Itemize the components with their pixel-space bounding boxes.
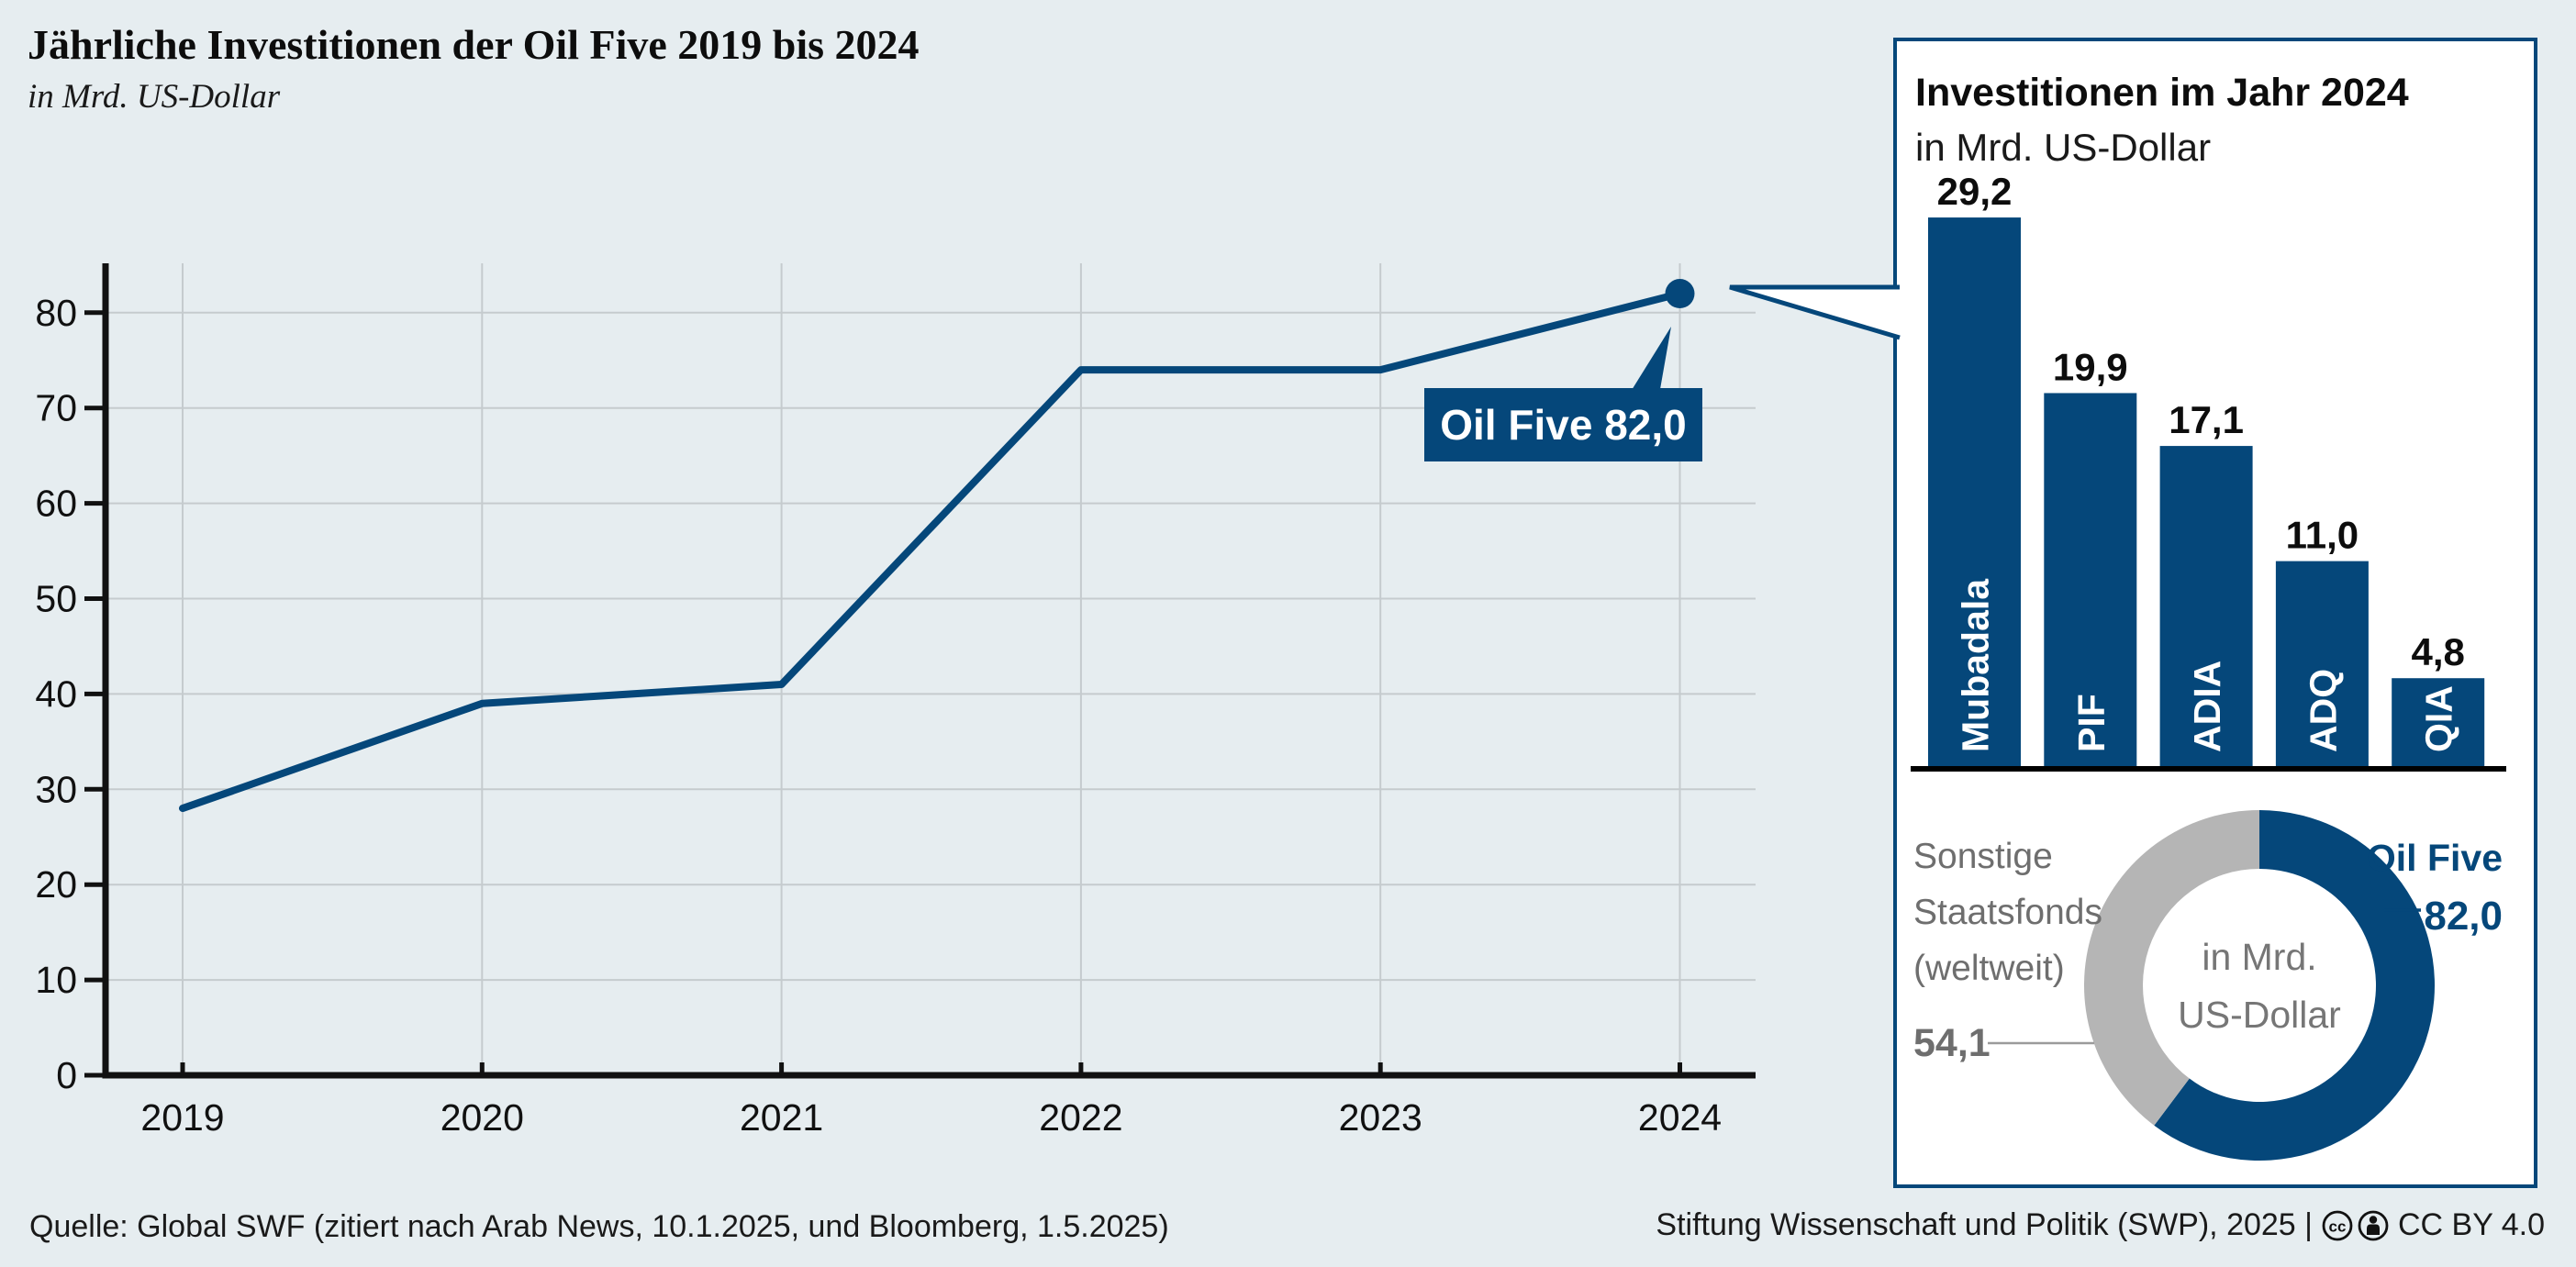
bar [2044,393,2137,769]
page-title: Jährliche Investitionen der Oil Five 201… [28,21,920,68]
donut-other-label-line1: Sonstige [1913,837,2053,876]
bar-value-label: 19,9 [2053,345,2128,388]
bar [2275,561,2369,769]
donut-other-label-line2: Staatsfonds [1913,893,2102,932]
annotation-tail [1629,327,1671,395]
y-tick-label: 50 [35,578,77,620]
y-tick-label: 10 [35,959,77,1001]
donut-main-value: 82,0 [2424,894,2503,939]
donut-other-label: Sonstige Staatsfonds (weltweit) [1913,828,2102,996]
bar-value-label: 4,8 [2412,630,2465,673]
y-tick-label: 40 [35,672,77,715]
donut-slice-other [2084,810,2259,1126]
detail-panel-2024: 29,2 Mubadala 19,9 PIF 17,1 ADIA 11,0 ADQ 4,8 QIA… [1893,38,2537,1188]
bar-category-label: ADQ [2302,669,2344,752]
x-tick-label: 2023 [1339,1096,1422,1139]
bar-value-label: 29,2 [1937,170,2013,213]
cc-icon: cc [2322,1210,2353,1240]
license-text: CC BY 4.0 [2397,1207,2545,1242]
y-tick-label: 60 [35,483,77,525]
panel-subtitle: in Mrd. US-Dollar [1915,126,2212,169]
attribution-text: Stiftung Wissenschaft und Politik (SWP),… [1656,1207,2313,1242]
attribution: Stiftung Wissenschaft und Politik (SWP),… [1656,1207,2545,1243]
bar-value-label: 17,1 [2169,398,2244,441]
donut-center-line2: US-Dollar [2178,994,2341,1036]
line-annotation-label: Oil Five 82,0 [1440,401,1687,449]
by-person-icon [2358,1210,2389,1240]
donut-other-value: 54,1 [1913,1021,1991,1065]
source-note: Quelle: Global SWF (zitiert nach Arab Ne… [29,1209,1169,1244]
y-tick-label: 70 [35,387,77,429]
bar-category-label: Mubadala [1955,578,1997,752]
bar-category-label: QIA [2418,685,2460,752]
y-tick-label: 80 [35,292,77,334]
x-tick-label: 2020 [440,1096,524,1139]
bar-value-label: 11,0 [2286,514,2359,557]
donut-main-label: Oil Five [2366,837,2503,879]
line-series [179,290,1684,813]
y-tick-label: 20 [35,863,77,906]
svg-text:cc: cc [2329,1217,2347,1235]
x-tick-label: 2024 [1638,1096,1722,1139]
bar [2392,678,2485,769]
donut-center-line1: in Mrd. [2202,936,2317,978]
x-tick-label: 2022 [1039,1096,1122,1139]
y-tick-label: 0 [56,1054,77,1096]
panel-title: Investitionen im Jahr 2024 [1915,71,2409,115]
x-tick-label: 2021 [740,1096,823,1139]
donut-center-label: in Mrd. US-Dollar [2122,922,2397,1050]
bar-category-label: ADIA [2186,661,2228,752]
x-tick-label: 2019 [140,1096,224,1139]
panel-charts: 29,2 Mubadala 19,9 PIF 17,1 ADIA 11,0 ADQ 4,8 QIA [1911,170,2506,1161]
bar [1928,217,2021,770]
donut-other-label-line3: (weltweit) [1913,949,2065,988]
donut-main-label-block: Oil Five 82,0 [2367,828,2503,946]
annotation-box [1424,388,1702,461]
bar [2159,446,2253,769]
bar-category-label: PIF [2070,694,2113,752]
y-tick-label: 30 [35,768,77,810]
donut-slice-oil-five [2154,810,2435,1161]
line-end-marker [1665,279,1695,309]
cc-license-badge: cc [2321,1209,2390,1242]
page-subtitle: in Mrd. US-Dollar [28,78,281,116]
